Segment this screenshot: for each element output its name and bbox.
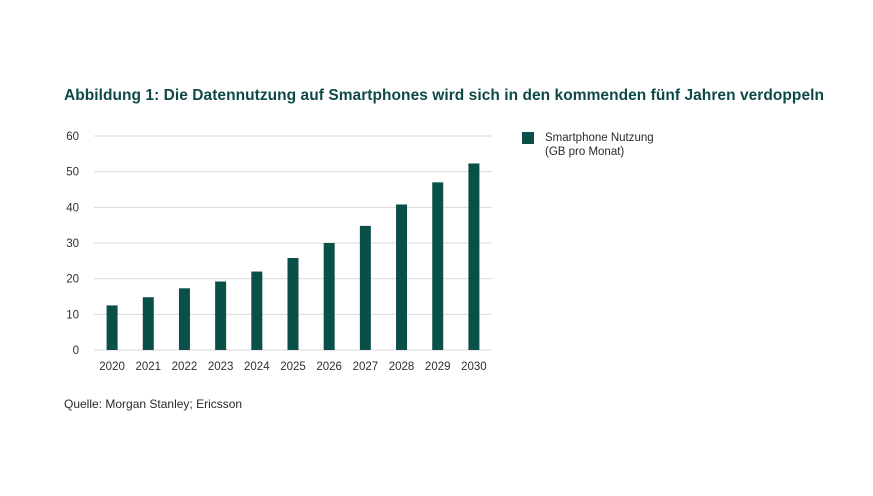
y-tick-label: 20 <box>66 274 79 286</box>
x-tick-label: 2021 <box>135 361 161 373</box>
bars <box>106 163 480 350</box>
bar-2027 <box>359 225 371 350</box>
bar-2025 <box>287 257 299 350</box>
legend: Smartphone Nutzung (GB pro Monat) <box>522 131 654 159</box>
x-tick-label: 2029 <box>425 361 451 373</box>
bar-2029 <box>432 182 444 350</box>
x-tick-label: 2026 <box>316 361 342 373</box>
x-tick-label: 2024 <box>244 361 270 373</box>
bar-2021 <box>142 297 154 350</box>
source-note: Quelle: Morgan Stanley; Ericsson <box>64 397 243 411</box>
y-tick-label: 50 <box>66 167 79 179</box>
bar-2022 <box>178 288 190 350</box>
x-tick-label: 2030 <box>461 361 487 373</box>
y-tick-label: 40 <box>66 202 79 214</box>
x-axis-ticks: 2020 2021 2022 2023 2024 2025 2026 2027 2028 2029… <box>99 361 486 373</box>
chart-title: Abbildung 1: Die Datennutzung auf Smartp… <box>64 87 824 104</box>
bar-2028 <box>396 204 408 350</box>
x-tick-label: 2028 <box>389 361 415 373</box>
bar-2020 <box>106 305 118 350</box>
x-tick-label: 2022 <box>172 361 198 373</box>
legend-label: Smartphone Nutzung (GB pro Monat) <box>545 131 654 159</box>
legend-swatch <box>522 132 534 144</box>
bar-2024 <box>251 271 263 350</box>
y-tick-label: 0 <box>73 345 79 357</box>
bar-2026 <box>323 243 335 350</box>
y-tick-label: 10 <box>66 309 79 321</box>
y-axis-ticks: 0 10 20 30 40 50 60 <box>66 131 79 357</box>
y-tick-label: 30 <box>66 238 79 250</box>
x-tick-label: 2025 <box>280 361 306 373</box>
bar-2030 <box>468 163 480 350</box>
x-tick-label: 2023 <box>208 361 234 373</box>
x-tick-label: 2020 <box>99 361 125 373</box>
legend-label-line-2: (GB pro Monat) <box>545 146 625 158</box>
bar-2023 <box>215 281 227 350</box>
y-tick-label: 60 <box>66 131 79 143</box>
legend-label-line-1: Smartphone Nutzung <box>545 132 654 144</box>
x-tick-label: 2027 <box>353 361 379 373</box>
